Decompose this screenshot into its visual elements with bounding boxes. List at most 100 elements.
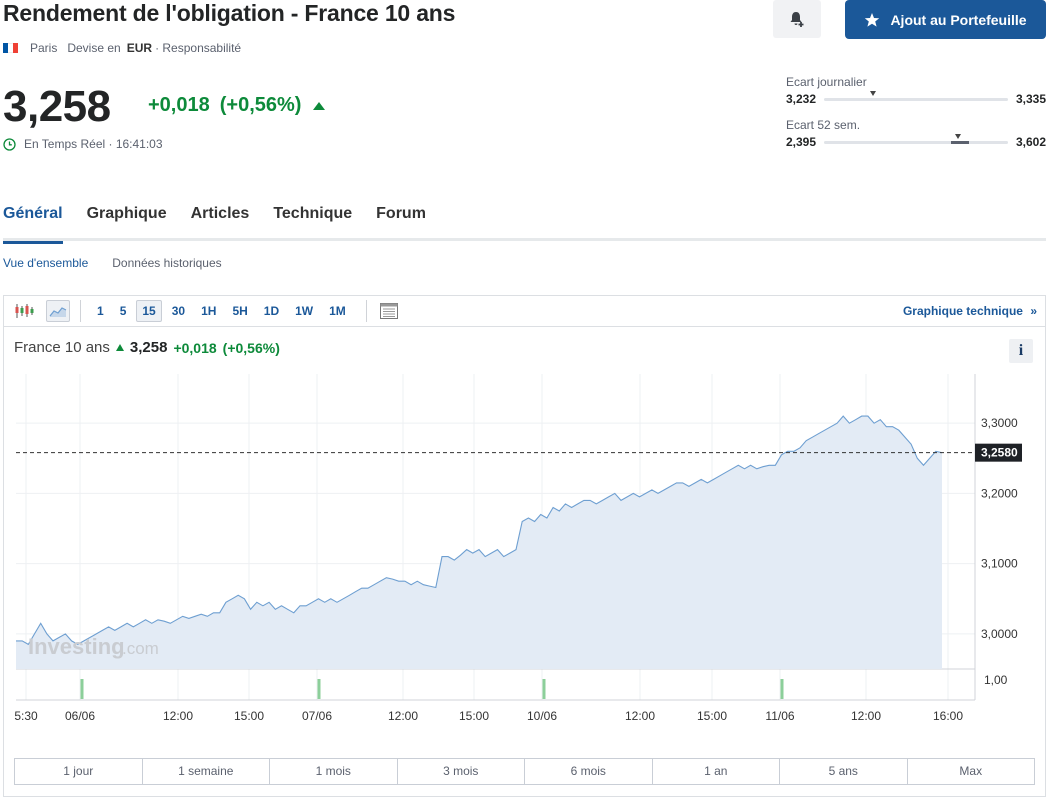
technical-chart-link[interactable]: Graphique technique » bbox=[903, 304, 1037, 318]
toolbar-divider bbox=[80, 300, 81, 322]
y-tick-label: 3,0000 bbox=[981, 627, 1018, 641]
interval-30[interactable]: 30 bbox=[171, 304, 186, 318]
y-tick-label: 3,3000 bbox=[981, 416, 1018, 430]
alert-bell-button[interactable] bbox=[773, 0, 821, 38]
portfolio-button-label: Ajout au Portefeuille bbox=[890, 11, 1027, 28]
interval-1m[interactable]: 1M bbox=[329, 304, 346, 318]
bell-plus-icon bbox=[790, 12, 804, 27]
interval-1w[interactable]: 1W bbox=[295, 304, 314, 318]
tab-articles[interactable]: Articles bbox=[190, 205, 250, 222]
interval-1h[interactable]: 1H bbox=[201, 304, 217, 318]
main-tabs: Général Graphique Articles Technique For… bbox=[3, 196, 1046, 244]
daily-range-bar bbox=[824, 90, 1008, 101]
chart-change: +0,018 bbox=[173, 339, 217, 356]
currency-value: EUR bbox=[126, 41, 153, 55]
tab-general[interactable]: Général bbox=[3, 196, 63, 244]
area-chart-icon[interactable] bbox=[46, 300, 70, 322]
x-tick-label: 15:00 bbox=[234, 709, 264, 723]
instrument-meta: Paris Devise en EUR · Responsabilité bbox=[3, 41, 241, 55]
tab-forum[interactable]: Forum bbox=[376, 205, 426, 222]
france-flag-icon bbox=[3, 43, 18, 53]
page-title: Rendement de l'obligation - France 10 an… bbox=[3, 0, 456, 26]
week52-range-high: 3,602 bbox=[1015, 135, 1046, 149]
week52-range-low: 2,395 bbox=[786, 135, 817, 149]
price-chart[interactable]: Investing.com 3,30003,20003,10003,00003,… bbox=[4, 296, 1045, 756]
x-tick-label: 10/06 bbox=[527, 709, 557, 723]
sub-tabs: Vue d'ensemble Données historiques bbox=[3, 256, 222, 270]
week52-range-label: Ecart 52 sem. bbox=[786, 118, 861, 132]
period-selector: 1 jour 1 semaine 1 mois 3 mois 6 mois 1 … bbox=[14, 758, 1035, 785]
toolbar-divider bbox=[365, 300, 367, 322]
watermark-brand: Investing bbox=[28, 634, 125, 659]
interval-list: 1 5 15 30 1H 5H 1D 1W 1M bbox=[91, 300, 356, 322]
candlestick-icon[interactable] bbox=[12, 300, 36, 322]
y-axis: 3,3000 3,2000 3,1000 3,0000 3,2580 bbox=[975, 416, 1022, 641]
last-price-tag bbox=[975, 443, 1022, 462]
x-tick-label: 12:00 bbox=[388, 709, 418, 723]
y-tick-label: 3,2000 bbox=[981, 486, 1018, 500]
last-price: 3,258 bbox=[3, 82, 111, 131]
interval-15[interactable]: 15 bbox=[136, 300, 162, 322]
subtab-historical-data[interactable]: Données historiques bbox=[112, 256, 222, 270]
y-tick-label: 3,1000 bbox=[981, 557, 1018, 571]
chart-change-percent: (+0,56%) bbox=[222, 339, 280, 356]
realtime-status: En Temps Réel · 16:41:03 bbox=[3, 137, 163, 151]
volume-bar bbox=[317, 679, 321, 699]
interval-5[interactable]: 5 bbox=[119, 304, 127, 318]
interval-1d[interactable]: 1D bbox=[263, 304, 280, 318]
x-axis: 5:30 06/06 12:00 15:00 07/06 12:00 15:00 10/06 1… bbox=[14, 709, 963, 723]
x-tick-label: 06/06 bbox=[65, 709, 95, 723]
period-1-month[interactable]: 1 mois bbox=[270, 759, 398, 784]
chart-toolbar: 1 5 15 30 1H 5H 1D 1W 1M Graphique techn… bbox=[4, 296, 1045, 327]
clock-icon bbox=[3, 137, 16, 151]
week52-range-marker bbox=[954, 133, 961, 139]
currency-prefix: Devise en bbox=[67, 41, 121, 55]
volume-pane: 1,00 bbox=[80, 673, 1008, 699]
change-value: +0,018 bbox=[148, 94, 210, 116]
double-chevron-right-icon: » bbox=[1030, 304, 1037, 318]
last-price-tag-label: 3,2580 bbox=[981, 446, 1018, 460]
info-icon[interactable]: i bbox=[1009, 339, 1033, 363]
add-to-portfolio-button[interactable]: Ajout au Portefeuille bbox=[845, 0, 1046, 39]
daily-range: Ecart journalier 3,232 3,335 bbox=[786, 75, 1046, 106]
price-area bbox=[16, 416, 942, 669]
interval-1[interactable]: 1 bbox=[97, 304, 104, 318]
daily-range-label: Ecart journalier bbox=[786, 75, 867, 89]
disclaimer-link[interactable]: · Responsabilité bbox=[155, 41, 242, 55]
period-3-months[interactable]: 3 mois bbox=[398, 759, 525, 784]
x-tick-label: 15:00 bbox=[459, 709, 489, 723]
interval-5h[interactable]: 5H bbox=[232, 304, 248, 318]
change-percent: (+0,56%) bbox=[219, 94, 302, 116]
x-tick-label: 12:00 bbox=[851, 709, 881, 723]
chart-instrument-name: France 10 ans bbox=[14, 339, 110, 356]
tab-technique[interactable]: Technique bbox=[273, 205, 353, 222]
up-arrow-icon bbox=[313, 101, 326, 110]
up-arrow-icon bbox=[115, 344, 124, 351]
x-tick-label: 16:00 bbox=[933, 709, 963, 723]
x-tick-label: 15:00 bbox=[697, 709, 727, 723]
tab-graphique[interactable]: Graphique bbox=[86, 205, 167, 222]
period-1-day[interactable]: 1 jour bbox=[15, 759, 143, 784]
daily-range-high: 3,335 bbox=[1015, 92, 1046, 106]
price-change: +0,018 (+0,56%) bbox=[148, 94, 326, 117]
period-6-months[interactable]: 6 mois bbox=[525, 759, 653, 784]
volume-bar bbox=[542, 679, 546, 699]
x-tick-label: 11/06 bbox=[765, 709, 794, 723]
period-1-year[interactable]: 1 an bbox=[653, 759, 780, 784]
week52-range-fill bbox=[950, 140, 970, 144]
x-tick-label: 12:00 bbox=[163, 709, 193, 723]
period-max[interactable]: Max bbox=[959, 764, 983, 778]
chart-header: France 10 ans 3,258 +0,018 (+0,56%) bbox=[14, 339, 280, 356]
daily-range-low: 3,232 bbox=[786, 92, 817, 106]
realtime-text: En Temps Réel · 16:41:03 bbox=[24, 137, 163, 151]
watermark-suffix: .com bbox=[122, 639, 159, 658]
price-line bbox=[16, 415, 943, 646]
subtab-overview[interactable]: Vue d'ensemble bbox=[3, 256, 89, 270]
period-5-years[interactable]: 5 ans bbox=[780, 759, 908, 784]
exchange-label: Paris bbox=[30, 41, 58, 55]
table-view-icon[interactable] bbox=[377, 300, 401, 322]
period-1-week[interactable]: 1 semaine bbox=[143, 759, 270, 784]
week52-range-bar bbox=[824, 133, 1008, 144]
technical-chart-label: Graphique technique bbox=[902, 304, 1023, 318]
star-icon bbox=[865, 12, 880, 27]
